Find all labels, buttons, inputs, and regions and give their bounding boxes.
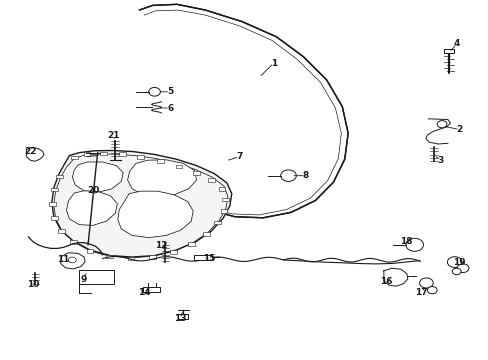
Text: 4: 4 (453, 40, 460, 49)
Text: 3: 3 (436, 156, 442, 165)
Bar (137, 155, 144, 159)
Text: 17: 17 (414, 288, 427, 297)
Text: 15: 15 (203, 254, 215, 263)
Text: 13: 13 (173, 314, 186, 323)
Bar (178, 314, 188, 319)
Text: 20: 20 (87, 186, 100, 194)
Polygon shape (111, 4, 347, 238)
Text: 21: 21 (107, 130, 120, 139)
Text: 5: 5 (167, 87, 173, 96)
Bar (70, 240, 77, 244)
Bar (56, 175, 63, 178)
Text: 2: 2 (456, 125, 462, 134)
Polygon shape (118, 191, 193, 238)
Bar (106, 255, 113, 258)
Text: 19: 19 (452, 258, 465, 266)
Bar (175, 165, 182, 168)
Text: 6: 6 (167, 104, 173, 112)
Text: 18: 18 (399, 237, 411, 246)
Bar (218, 187, 225, 191)
Bar (203, 232, 209, 236)
Text: 9: 9 (81, 274, 87, 284)
Bar (207, 178, 214, 182)
Bar (49, 202, 56, 206)
Bar (443, 49, 453, 53)
Text: 16: 16 (379, 277, 392, 286)
Bar (193, 171, 200, 175)
Circle shape (148, 87, 160, 96)
Bar (220, 209, 227, 213)
Circle shape (451, 268, 460, 275)
Text: 14: 14 (138, 288, 150, 297)
Text: 1: 1 (270, 58, 276, 68)
Bar (86, 249, 93, 253)
Bar (169, 250, 176, 254)
Polygon shape (66, 191, 117, 225)
Circle shape (405, 238, 423, 251)
Text: 8: 8 (302, 171, 308, 180)
Bar (83, 152, 90, 156)
Polygon shape (52, 150, 231, 257)
Bar (58, 229, 65, 233)
Bar (188, 242, 195, 246)
Circle shape (68, 257, 76, 263)
Bar (51, 188, 58, 191)
Bar (222, 198, 229, 201)
Bar (79, 270, 114, 284)
Circle shape (280, 170, 296, 181)
Bar (127, 257, 134, 260)
Polygon shape (127, 160, 196, 197)
Text: 22: 22 (24, 148, 37, 156)
Circle shape (456, 264, 468, 273)
Bar (194, 255, 211, 260)
Circle shape (419, 278, 432, 288)
Bar (157, 159, 163, 163)
Bar (71, 156, 78, 159)
Text: 12: 12 (155, 241, 167, 250)
Bar (149, 255, 156, 259)
Polygon shape (72, 162, 123, 192)
Circle shape (447, 257, 461, 267)
Bar (119, 152, 125, 156)
Bar (51, 216, 58, 220)
Bar (213, 221, 220, 224)
Text: 10: 10 (27, 280, 40, 289)
Text: 7: 7 (236, 152, 243, 161)
Bar (100, 152, 107, 155)
Text: 11: 11 (57, 255, 70, 264)
Circle shape (436, 121, 446, 128)
Circle shape (427, 287, 436, 294)
